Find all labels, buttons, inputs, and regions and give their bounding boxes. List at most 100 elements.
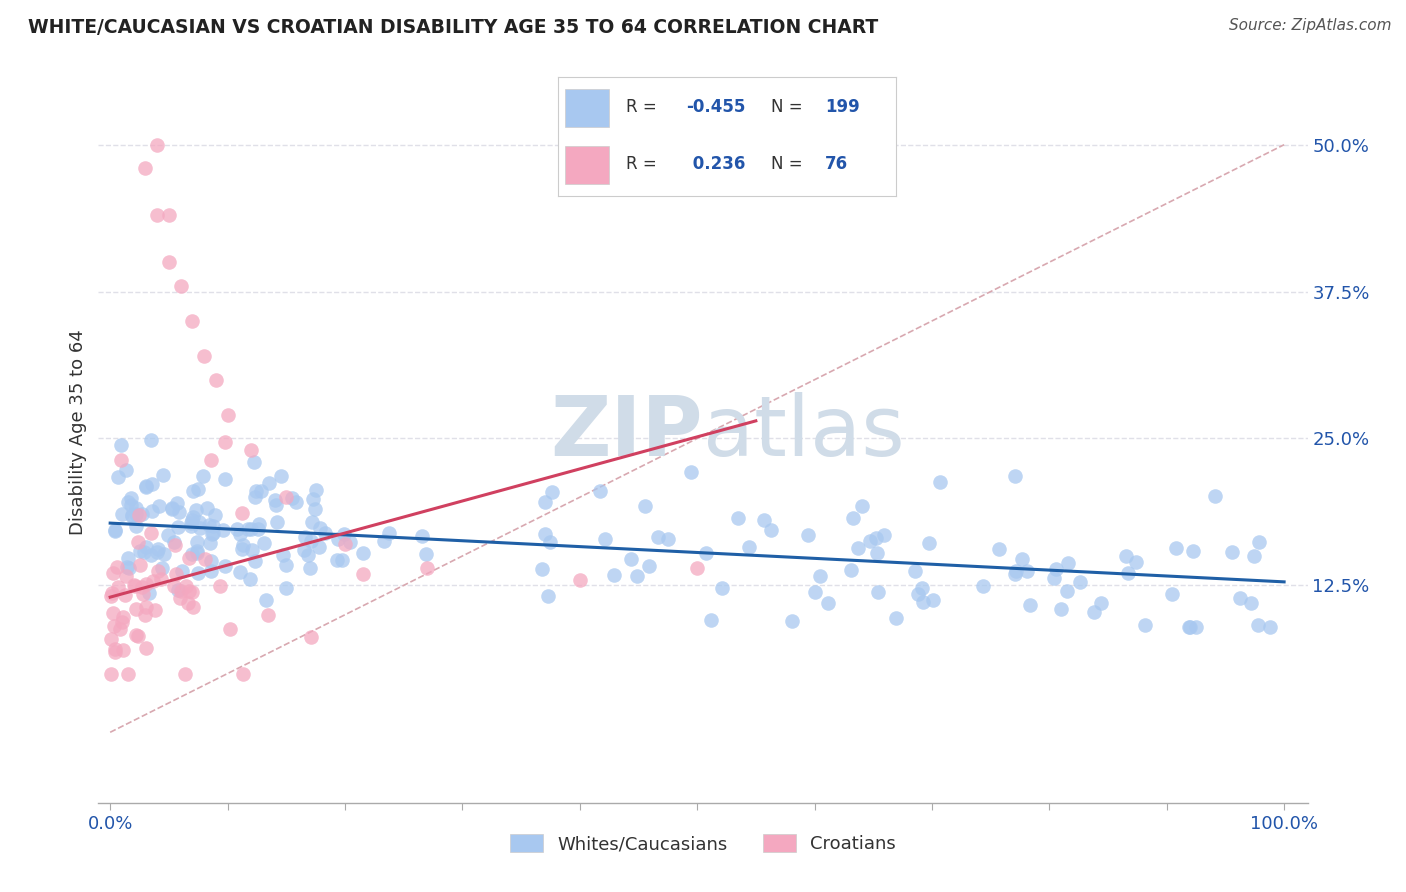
Point: [1004, 564, 1026, 578]
Point: [114, 588, 136, 602]
Point: [1069, 574, 1091, 589]
Point: [131, 580, 153, 594]
Point: [929, 475, 952, 490]
Point: [120, 491, 142, 505]
Point: [201, 518, 224, 533]
Point: [271, 548, 294, 562]
Point: [1050, 602, 1073, 616]
Point: [1057, 556, 1080, 570]
Point: [110, 622, 132, 636]
Point: [142, 574, 165, 589]
Point: [195, 501, 218, 516]
Point: [243, 454, 266, 468]
Point: [193, 349, 215, 363]
Point: [603, 568, 626, 582]
Point: [373, 534, 395, 549]
Point: [146, 541, 169, 556]
Point: [620, 552, 643, 566]
Text: atlas: atlas: [703, 392, 904, 473]
Point: [738, 541, 761, 555]
Point: [184, 503, 207, 517]
Point: [304, 501, 326, 516]
Point: [695, 546, 717, 560]
Point: [104, 642, 127, 657]
Point: [186, 534, 208, 549]
Point: [125, 508, 148, 522]
Point: [139, 526, 162, 541]
Point: [219, 622, 242, 636]
Point: [125, 501, 148, 516]
Legend: Whites/Caucasians, Croatians: Whites/Caucasians, Croatians: [503, 827, 903, 861]
Point: [231, 506, 253, 520]
Point: [115, 569, 138, 583]
Point: [681, 465, 703, 479]
Point: [125, 519, 148, 533]
Point: [846, 541, 869, 556]
Point: [1229, 591, 1251, 606]
Point: [146, 208, 169, 222]
Point: [135, 479, 157, 493]
Point: [100, 666, 122, 681]
Point: [245, 490, 267, 504]
Point: [1160, 587, 1182, 601]
Point: [153, 547, 176, 561]
Point: [1042, 571, 1064, 585]
Point: [378, 526, 401, 541]
Point: [200, 554, 222, 568]
Point: [177, 550, 200, 565]
Point: [917, 536, 939, 550]
Point: [797, 528, 820, 542]
Point: [117, 495, 139, 509]
Point: [163, 578, 186, 592]
Point: [121, 508, 143, 523]
Point: [1258, 619, 1281, 633]
Point: [103, 618, 125, 632]
Point: [686, 561, 709, 575]
Point: [200, 564, 222, 578]
Point: [257, 476, 280, 491]
Point: [214, 434, 236, 449]
Point: [1083, 606, 1105, 620]
Point: [593, 532, 616, 546]
Point: [534, 527, 557, 541]
Point: [249, 483, 271, 498]
Point: [294, 530, 316, 544]
Point: [309, 520, 332, 534]
Point: [285, 495, 308, 509]
Point: [308, 540, 330, 554]
Point: [415, 547, 437, 561]
Point: [169, 278, 191, 293]
Point: [217, 408, 239, 422]
Point: [911, 582, 934, 596]
Point: [166, 496, 188, 510]
Point: [124, 579, 146, 593]
Y-axis label: Disability Age 35 to 64: Disability Age 35 to 64: [69, 330, 87, 535]
Point: [129, 544, 152, 558]
Point: [1240, 596, 1263, 610]
Point: [339, 534, 361, 549]
Point: [138, 586, 160, 600]
Point: [292, 542, 315, 557]
Point: [256, 593, 278, 607]
Point: [276, 490, 298, 504]
Point: [135, 640, 157, 655]
Point: [208, 579, 231, 593]
Point: [264, 493, 287, 508]
Point: [194, 551, 217, 566]
Point: [253, 536, 276, 550]
Point: [152, 561, 174, 575]
Point: [124, 578, 146, 592]
Point: [111, 615, 134, 629]
Point: [1182, 544, 1205, 558]
Point: [922, 592, 945, 607]
Point: [264, 498, 287, 512]
Point: [111, 610, 134, 624]
Point: [187, 482, 209, 496]
Point: [326, 533, 349, 547]
Point: [141, 476, 163, 491]
Point: [100, 632, 122, 646]
Point: [1243, 549, 1265, 563]
Point: [180, 513, 202, 527]
Point: [266, 515, 288, 529]
Point: [110, 452, 132, 467]
